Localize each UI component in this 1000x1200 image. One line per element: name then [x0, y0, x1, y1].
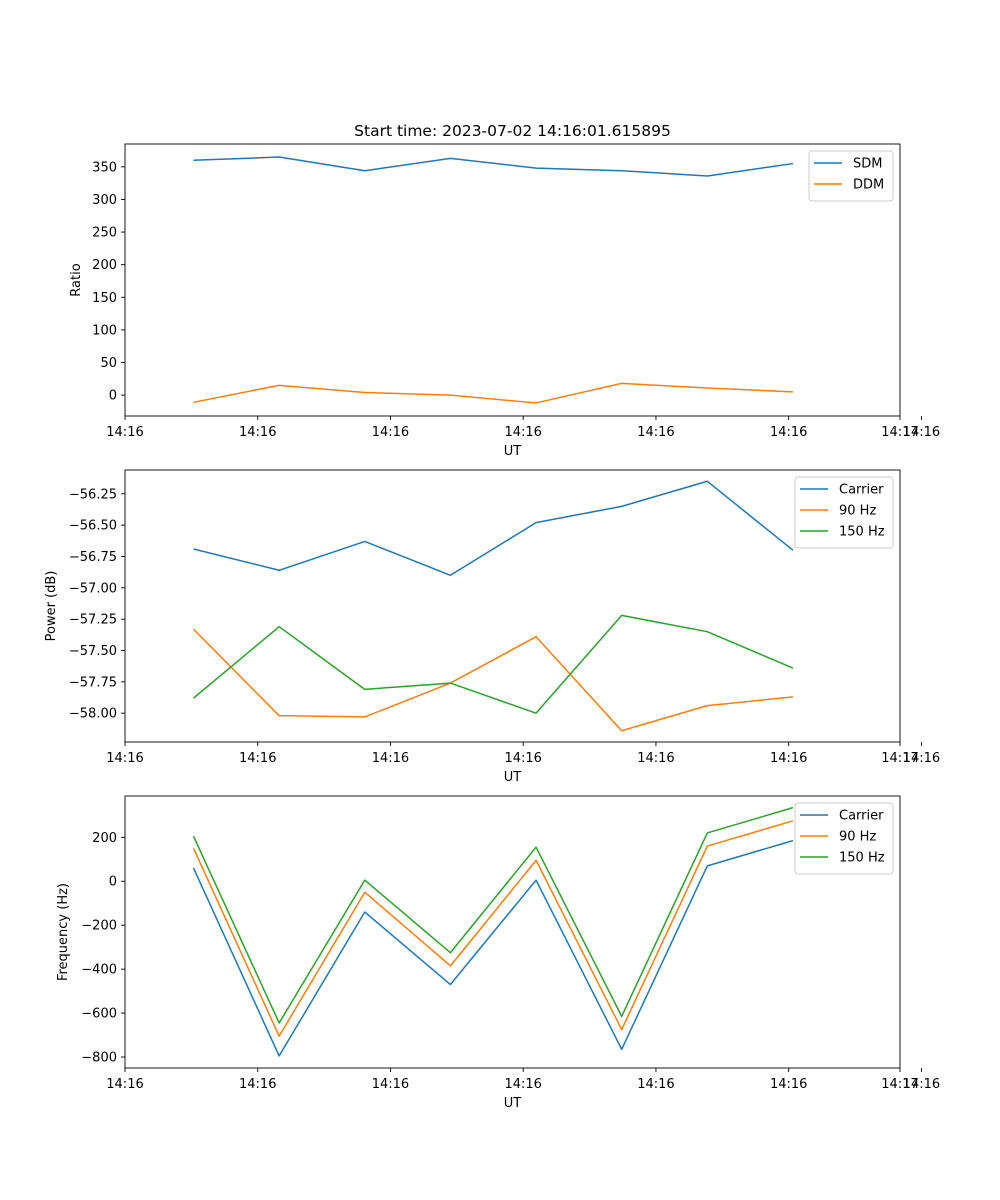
y-tick-label: −200	[81, 919, 117, 934]
y-tick-label: 0	[109, 875, 117, 890]
y-tick-label: 50	[100, 356, 117, 371]
y-tick-label: −57.25	[69, 613, 117, 628]
y-tick-label: −56.25	[69, 487, 117, 502]
x-tick-label: 14:16	[637, 751, 674, 766]
y-tick-label: 200	[92, 831, 117, 846]
legend-label: 150 Hz	[839, 525, 885, 540]
legend-label: 90 Hz	[839, 830, 876, 845]
series-line-carrier	[192, 839, 794, 1057]
x-tick-label: 14:16	[903, 1077, 940, 1092]
x-axis-label: UT	[504, 1096, 522, 1111]
legend-label: DDM	[853, 178, 884, 193]
y-tick-label: −58.00	[69, 707, 117, 722]
y-tick-label: −800	[81, 1051, 117, 1066]
series-line-ddm	[193, 382, 793, 404]
series-line-150-hz	[193, 614, 794, 714]
series-line-90-hz	[192, 820, 794, 1037]
y-tick-label: −57.00	[69, 581, 117, 596]
series-line-sdm	[193, 156, 794, 177]
y-axis-label: Ratio	[69, 263, 84, 296]
axes-frame	[124, 143, 901, 417]
x-tick-label: 14:17	[881, 1077, 918, 1092]
x-tick-label: 14:16	[504, 425, 541, 440]
x-tick-label: 14:16	[770, 751, 807, 766]
x-tick-label: 14:16	[903, 425, 940, 440]
x-tick-label: 14:16	[106, 425, 143, 440]
x-axis-label: UT	[504, 770, 522, 785]
x-tick-label: 14:16	[372, 1077, 409, 1092]
y-axis-label: Power (dB)	[44, 571, 59, 642]
subplot-ratio: 14:16 14:16 14:16 14:16 14:16 14:16 14:1614:17…	[69, 143, 940, 459]
x-tick-label: 14:16	[637, 1077, 674, 1092]
y-tick-label: 100	[92, 323, 117, 338]
figure-title: Start time: 2023-07-02 14:16:01.615895	[354, 122, 671, 140]
legend-label: SDM	[853, 157, 882, 172]
y-tick-label: −56.75	[69, 550, 117, 565]
x-tick-label: 14:16	[372, 751, 409, 766]
x-tick-label: 14:16	[903, 751, 940, 766]
x-tick-label: 14:16	[770, 1077, 807, 1092]
legend-label: Carrier	[839, 483, 884, 498]
y-tick-label: −600	[81, 1007, 117, 1022]
y-tick-label: −57.75	[69, 675, 117, 690]
x-tick-label: 14:17	[881, 751, 918, 766]
y-tick-label: 350	[92, 160, 117, 175]
axes-frame	[124, 795, 901, 1069]
x-tick-label: 14:16	[770, 425, 807, 440]
y-tick-label: 150	[92, 291, 117, 306]
x-tick-label: 14:16	[106, 751, 143, 766]
x-tick-label: 14:16	[239, 425, 276, 440]
x-tick-label: 14:16	[106, 1077, 143, 1092]
y-tick-label: −57.50	[69, 644, 117, 659]
series-line-90-hz	[192, 628, 794, 732]
y-tick-label: −56.50	[69, 519, 117, 534]
y-tick-label: 0	[109, 389, 117, 404]
legend-label: 150 Hz	[839, 851, 885, 866]
subplot-frequency: 14:16 14:16 14:16 14:16 14:16 14:16 14:1614:17…	[56, 795, 940, 1111]
x-tick-label: 14:16	[504, 1077, 541, 1092]
x-tick-label: 14:16	[637, 425, 674, 440]
legend-label: 90 Hz	[839, 504, 876, 519]
axes-frame	[124, 469, 901, 743]
legend-label: Carrier	[839, 809, 884, 824]
series-line-150-hz	[192, 806, 794, 1024]
x-axis-label: UT	[504, 444, 522, 459]
subplot-power: 14:16 14:16 14:16 14:16 14:16 14:16 14:1614:17…	[44, 469, 940, 785]
y-tick-label: −400	[81, 963, 117, 978]
y-axis-label: Frequency (Hz)	[56, 883, 71, 981]
x-tick-label: 14:16	[239, 1077, 276, 1092]
y-tick-label: 300	[92, 193, 117, 208]
x-tick-label: 14:16	[504, 751, 541, 766]
x-tick-label: 14:16	[372, 425, 409, 440]
y-tick-label: 200	[92, 258, 117, 273]
series-line-carrier	[193, 480, 794, 577]
x-tick-label: 14:17	[881, 425, 918, 440]
x-tick-label: 14:16	[239, 751, 276, 766]
y-tick-label: 250	[92, 226, 117, 241]
